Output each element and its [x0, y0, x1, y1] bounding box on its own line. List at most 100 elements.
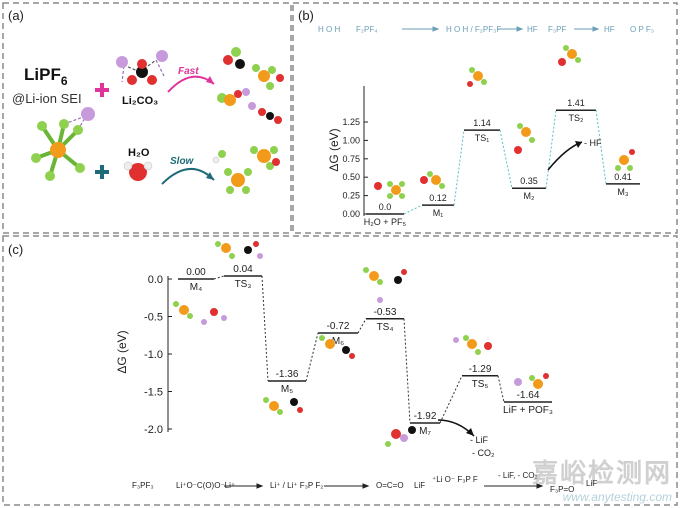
top-species-hf-2: HF	[604, 25, 615, 34]
product-molecules-fast-icon	[217, 47, 284, 124]
panel-c-connector	[261, 275, 269, 382]
panel-b-y-tick-label: 1.00	[342, 135, 360, 145]
top-species-ts1: H O H / F₂PF₃F	[446, 25, 501, 34]
top-arrows-icon	[402, 26, 600, 32]
panel-c-state-label: TS₄	[377, 322, 394, 333]
scheme-lif-1: LiF	[414, 481, 425, 490]
fast-arrow-icon	[167, 75, 215, 93]
lipf6-subtitle: @Li-ion SEI	[12, 91, 82, 106]
li2co3-label: Li₂CO₃	[122, 95, 158, 107]
panel-b-label: (b)	[298, 8, 314, 23]
scheme-intermediate: Li⁺ / Li⁺ F₃P F₂	[270, 481, 323, 490]
lipf6-title: LiPF6	[24, 65, 68, 88]
top-species-pf5: F₂PF₄	[356, 25, 377, 34]
panel-c-value-label: -1.29	[469, 364, 492, 375]
panel-b-border	[292, 2, 678, 234]
panel-b-value-label: 0.0	[379, 202, 392, 212]
panel-b-connector	[499, 129, 513, 189]
panel-c-value-label: 0.00	[186, 267, 206, 278]
panel-b-state-label: TS₁	[475, 133, 490, 143]
panel-c-border	[2, 235, 678, 506]
panel-c-state-label: M₆	[332, 336, 344, 347]
scheme-loss: - LiF, - CO₂	[498, 471, 538, 480]
watermark-cn: 嘉峪检测网	[531, 459, 672, 489]
panel-b-top-scheme: H O H F₂PF₄ H O H / F₂PF₃F HF F₃PF HF O …	[318, 25, 654, 34]
panel-b-y-tick-label: 0.75	[342, 154, 360, 164]
panel-c-state-label: M₇	[419, 426, 431, 437]
panel-b-connector	[595, 110, 607, 184]
plus-icon-1	[95, 83, 109, 97]
slow-label: Slow	[170, 156, 195, 167]
panel-c-state-label: TS₅	[472, 379, 489, 390]
top-species-hf-1: HF	[527, 25, 538, 34]
panel-b-y-tick-label: 0.00	[342, 209, 360, 219]
panel-c-connector	[213, 275, 225, 280]
watermark: 嘉峪检测网 www.anytesting.com	[532, 453, 672, 504]
panel-c: 0.0 -0.5 -1.0 -1.5 -2.0 ΔG (eV) 0.00 M₄ 0.04 TS…	[115, 241, 597, 494]
panel-b-y-tick-label: 1.25	[342, 117, 360, 127]
panel-b-value-label: 0.41	[614, 172, 632, 182]
panel-c-y-tick-label: -0.5	[144, 312, 163, 324]
panel-c-label: (c)	[8, 242, 23, 257]
panel-c-bottom-scheme: F₃PF₃ Li⁺O⁻C(O)O⁻Li⁺ Li⁺ / Li⁺ F₃P F₂ O=…	[132, 471, 597, 494]
panel-c-connector	[497, 375, 505, 403]
panel-c-y-axis-label: ΔG (eV)	[115, 330, 129, 373]
scheme-lif-2: LiF	[586, 479, 597, 488]
scheme-co2: O=C=O	[376, 481, 404, 490]
top-species-water: H O H	[318, 25, 340, 34]
panel-c-value-label: 0.04	[233, 264, 253, 275]
panel-a-border	[2, 2, 292, 234]
panel-c-value-label: -0.53	[374, 307, 397, 318]
panel-c-connector	[305, 332, 319, 382]
panel-b-value-label: 0.12	[429, 193, 447, 203]
panel-b-value-label: 1.14	[473, 118, 491, 128]
panel-b-value-label: 0.35	[520, 176, 538, 186]
panel-b-y-axis-label: ΔG (eV)	[327, 128, 341, 171]
hf-loss-arrow-icon	[547, 141, 583, 171]
panel-c-co2-loss-note: - CO₂	[472, 448, 495, 458]
panel-b-connector	[545, 110, 557, 189]
panel-c-y-tick-label: -1.5	[144, 387, 163, 399]
scheme-li2co3: Li⁺O⁻C(O)O⁻Li⁺	[176, 481, 235, 490]
panel-c-y-tick-label: -2.0	[144, 424, 163, 436]
panel-a: LiPF6 @Li-ion SEI	[12, 47, 284, 194]
fast-label: Fast	[178, 66, 199, 77]
scheme-pof3: F₃P=O	[550, 485, 574, 494]
water-molecule-icon	[123, 161, 153, 181]
panel-b-y-tick-label: 0.50	[342, 172, 360, 182]
scheme-pf6: F₃PF₃	[132, 481, 154, 490]
panel-b-y-tick-label: 0.25	[342, 191, 360, 201]
panel-c-state-label: TS₃	[235, 279, 252, 290]
panel-c-value-label: -1.64	[517, 390, 540, 401]
panel-b-state-label: M₁	[433, 208, 444, 218]
top-species-pof3: O P F₃	[630, 25, 654, 34]
panel-c-value-label: -1.36	[276, 369, 299, 380]
lipf6-molecule-icon	[31, 107, 95, 181]
panel-b-connector	[403, 204, 423, 215]
panel-c-value-label: -0.72	[327, 321, 350, 332]
panel-c-y-tick-label: 0.0	[148, 274, 163, 286]
panel-a-label: (a)	[8, 8, 24, 23]
panel-b-state-label: M₂	[524, 191, 535, 201]
lif-loss-arrow-icon	[437, 419, 475, 437]
panel-c-connector	[357, 318, 367, 334]
scheme-arrows-icon	[224, 483, 544, 489]
product-molecules-slow-icon	[212, 146, 280, 194]
panel-c-value-label: -1.92	[414, 411, 437, 422]
panel-c-connector	[439, 375, 463, 424]
plus-icon-2	[95, 165, 109, 179]
li2co3-molecule-icon	[116, 50, 168, 85]
panel-c-connector	[403, 318, 411, 424]
panel-b-molecules-icon	[374, 45, 635, 199]
top-species-m2: F₃PF	[548, 25, 566, 34]
panel-b-state-label: H₂O + PF₅	[364, 217, 407, 227]
h2o-label: H₂O	[128, 147, 150, 159]
watermark-url: www.anytesting.com	[562, 490, 672, 504]
panel-c-y-tick-label: -1.0	[144, 349, 163, 361]
panel-b-hf-loss-note: - HF	[584, 138, 602, 148]
scheme-m7: ⁺Li O⁻ F₃P F	[432, 475, 478, 484]
panel-c-lif-loss-note: - LiF	[470, 435, 489, 445]
panel-b: H O H F₂PF₄ H O H / F₂PF₃F HF F₃PF HF O …	[318, 25, 654, 227]
panel-c-molecules-icon	[173, 241, 549, 447]
